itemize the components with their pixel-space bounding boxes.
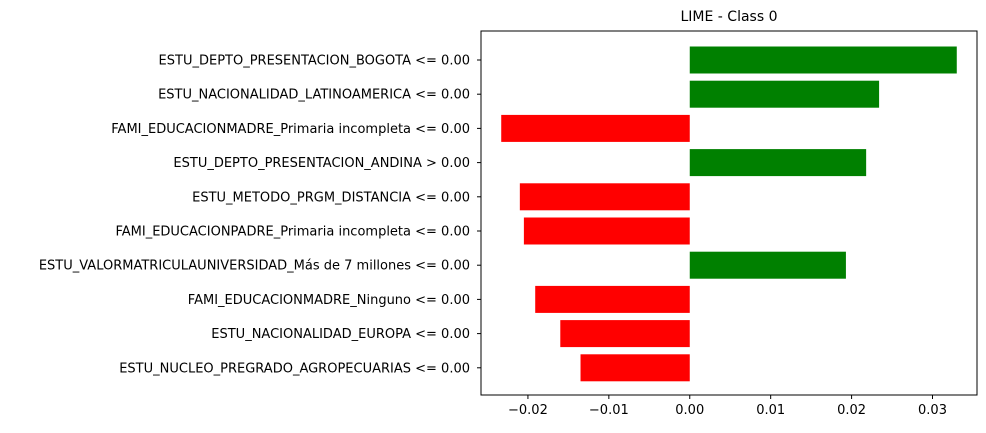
bar-9 [580,354,690,382]
bar-3 [689,149,867,177]
y-tick-label: FAMI_EDUCACIONPADRE_Primaria incompleta … [115,225,470,240]
y-tick-label: ESTU_DEPTO_PRESENTACION_BOGOTA <= 0.00 [159,54,470,69]
x-tick-label: −0.02 [508,403,548,418]
y-tick-label: ESTU_NACIONALIDAD_EUROPA <= 0.00 [211,327,470,342]
bar-2 [501,114,690,142]
x-axis: −0.02 −0.01 0.00 0.01 0.02 0.03 [508,395,947,418]
y-tick-label: ESTU_VALORMATRICULAUNIVERSIDAD_Más de 7 … [39,259,470,274]
y-tick-label: ESTU_NUCLEO_PREGRADO_AGROPECUARIAS <= 0.… [119,361,470,376]
bars-layer [501,46,957,382]
bar-7 [535,285,690,313]
x-tick-label: 0.03 [918,403,947,418]
plot-frame [480,30,978,396]
y-tick-labels: ESTU_DEPTO_PRESENTACION_BOGOTA <= 0.00 ES… [39,54,481,376]
chart-title: LIME - Class 0 [681,9,778,25]
bar-6 [689,251,846,279]
y-tick-label: ESTU_NACIONALIDAD_LATINOAMERICA <= 0.00 [158,88,470,103]
bar-8 [560,320,690,348]
y-tick-label: ESTU_DEPTO_PRESENTACION_ANDINA > 0.00 [173,156,470,171]
x-tick-label: −0.01 [589,403,629,418]
x-tick-label: 0.00 [675,403,704,418]
bar-1 [689,80,880,108]
bar-0 [689,46,957,74]
bar-5 [523,217,690,245]
x-tick-label: 0.02 [837,403,866,418]
x-tick-label: 0.01 [756,403,785,418]
y-tick-label: FAMI_EDUCACIONMADRE_Ninguno <= 0.00 [188,293,470,308]
y-tick-label: ESTU_METODO_PRGM_DISTANCIA <= 0.00 [192,190,470,205]
bar-4 [519,183,690,211]
y-tick-label: FAMI_EDUCACIONMADRE_Primaria incompleta … [111,122,470,137]
